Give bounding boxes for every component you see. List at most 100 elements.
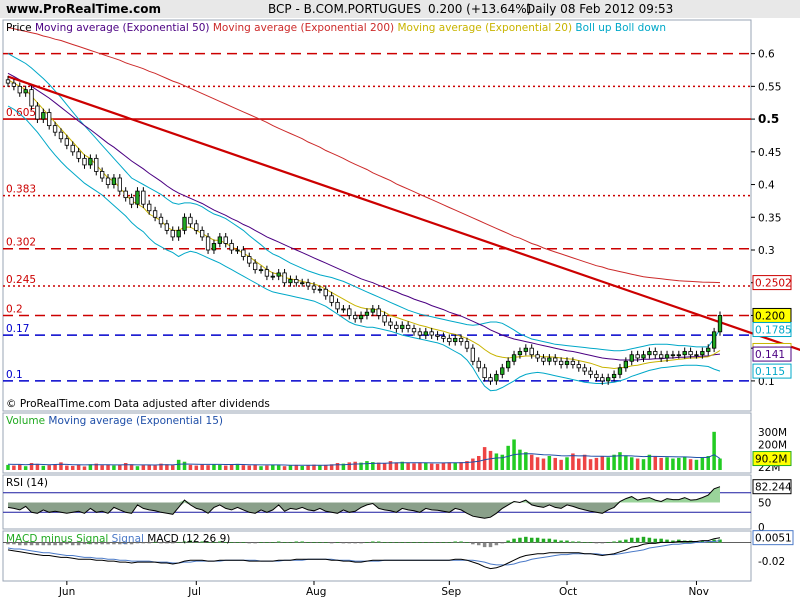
- candle: [570, 360, 576, 365]
- volume-bar: [459, 462, 463, 470]
- ema200-line: [7, 27, 721, 284]
- volume-bar: [182, 461, 187, 470]
- candle: [700, 351, 705, 356]
- volume-bar: [647, 454, 652, 470]
- macd-hist-bar: [388, 542, 393, 543]
- macd-hist-bar: [365, 542, 369, 543]
- macd-hist-bar: [412, 542, 416, 543]
- level-label: 0.383: [6, 184, 36, 196]
- volume-bar: [400, 461, 404, 470]
- candle: [182, 216, 187, 231]
- candle: [341, 308, 346, 311]
- volume-legend: Volume Moving average (Exponential 15): [6, 415, 223, 427]
- macd-hist-bar: [518, 537, 522, 543]
- volume-tick-label: 300M: [758, 427, 787, 439]
- macd-hist-bar: [406, 542, 410, 543]
- macd-hist-bar: [559, 540, 563, 543]
- candle: [629, 354, 634, 362]
- macd-hist-bar: [453, 541, 457, 543]
- volume-bar: [506, 445, 510, 470]
- candle: [717, 315, 723, 333]
- volume-bar: [471, 458, 475, 470]
- volume-bar: [700, 457, 705, 470]
- macd-hist-bar: [241, 542, 246, 543]
- macd-value-box: [752, 530, 794, 546]
- volume-bar: [100, 465, 104, 470]
- macd-hist-bar: [482, 542, 487, 548]
- macd-hist-bar: [347, 542, 352, 544]
- macd-panel: [2, 530, 752, 582]
- macd-hist-bar: [424, 542, 428, 543]
- level-label: 0.605: [6, 107, 36, 119]
- candle: [635, 354, 640, 359]
- volume-bar: [129, 464, 134, 470]
- macd-hist-bar: [382, 542, 387, 543]
- price-tick-label: 0.5: [758, 112, 779, 126]
- candle: [676, 354, 681, 357]
- macd-hist-bar: [606, 542, 610, 543]
- macd-hist-bar: [288, 542, 293, 543]
- legend-entry: RSI (14): [6, 477, 48, 489]
- candle: [29, 89, 34, 107]
- candle: [576, 364, 581, 369]
- volume-bar: [494, 453, 499, 470]
- x-tick-label: Jun: [58, 586, 75, 598]
- candle: [141, 190, 146, 205]
- volume-bar: [176, 459, 181, 470]
- candle: [176, 229, 181, 238]
- volume-bar: [35, 463, 40, 470]
- candle: [394, 324, 399, 329]
- boll-down-line: [7, 105, 721, 392]
- rsi-fill-down: [8, 502, 720, 519]
- macd-hist-bar: [459, 541, 463, 543]
- macd-hist-bar: [512, 538, 516, 543]
- candle: [470, 347, 476, 362]
- candle: [523, 347, 528, 352]
- volume-bar: [288, 465, 293, 470]
- candle: [300, 282, 305, 285]
- macd-hist-bar: [282, 542, 287, 543]
- macd-hist-bar: [312, 542, 316, 543]
- macd-hist-bar: [306, 542, 310, 543]
- macd-hist-bar: [506, 540, 510, 543]
- candle: [158, 216, 164, 225]
- macd-hist-bar: [94, 542, 99, 545]
- macd-hist-bar: [659, 538, 663, 543]
- price-panel: [2, 19, 752, 412]
- candle: [382, 315, 387, 323]
- site-link[interactable]: www.ProRealTime.com: [6, 2, 161, 16]
- header-bar: [0, 0, 800, 18]
- macd-hist-bar: [235, 542, 240, 543]
- macd-hist-bar: [394, 542, 399, 543]
- candle: [547, 357, 552, 362]
- candle: [617, 367, 623, 375]
- volume-bar: [376, 462, 381, 470]
- macd-hist-bar: [647, 537, 652, 543]
- macd-hist-bar: [147, 542, 151, 544]
- candle: [611, 373, 617, 379]
- candle: [588, 370, 593, 375]
- candle: [464, 341, 470, 349]
- volume-bar: [553, 457, 557, 470]
- candle: [111, 177, 117, 185]
- candle: [147, 203, 152, 212]
- candle: [682, 351, 687, 356]
- macd-hist-bar: [524, 536, 528, 543]
- candle: [194, 223, 199, 231]
- rsi-tick-label: 0: [758, 522, 765, 534]
- macd-hist-bar: [247, 542, 252, 544]
- macd-hist-bar: [194, 541, 199, 543]
- macd-hist-bar: [171, 542, 175, 544]
- volume-bar: [388, 461, 393, 470]
- candle: [600, 377, 605, 382]
- volume-bar: [476, 456, 481, 470]
- volume-bar: [488, 450, 493, 470]
- macd-hist-bar: [6, 542, 10, 545]
- level-label: 0.2: [6, 303, 23, 315]
- macd-hist-bar: [588, 542, 593, 543]
- volume-bar: [371, 462, 375, 470]
- boll-up-line: [7, 53, 721, 352]
- candle: [423, 331, 428, 336]
- volume-bar: [682, 456, 687, 470]
